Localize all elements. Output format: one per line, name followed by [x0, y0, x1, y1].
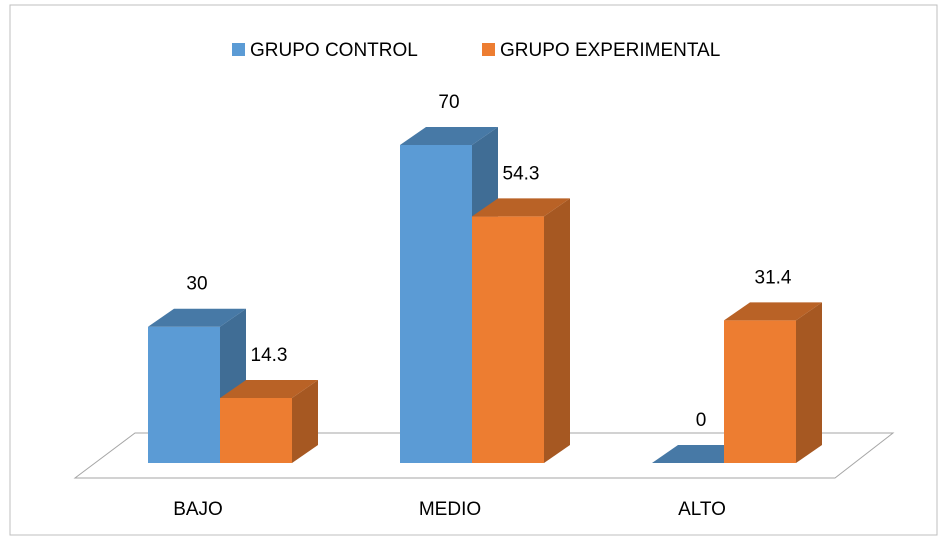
bar-front	[148, 326, 220, 463]
value-label: 70	[438, 92, 459, 113]
bar	[220, 380, 318, 463]
legend-label: GRUPO CONTROL	[250, 40, 418, 61]
value-label: 14.3	[251, 345, 288, 366]
legend-swatch	[482, 43, 495, 56]
bar-front	[724, 320, 796, 463]
bar	[472, 198, 570, 463]
bar-side	[292, 380, 318, 463]
value-label: 0	[696, 410, 707, 431]
bar-front	[400, 145, 472, 463]
bar-top	[472, 198, 570, 217]
x-tick-label: ALTO	[678, 499, 726, 520]
bar-front	[220, 398, 292, 463]
bar-top	[400, 127, 498, 145]
bar-side	[796, 302, 822, 463]
bar-top	[724, 302, 822, 321]
value-label: 30	[186, 274, 207, 295]
bar-top	[148, 308, 246, 327]
bar-front	[472, 216, 544, 463]
legend-label: GRUPO EXPERIMENTAL	[500, 40, 720, 61]
bar-side	[544, 198, 570, 463]
legend-swatch	[232, 43, 245, 56]
bar-top	[220, 380, 318, 399]
x-tick-label: BAJO	[173, 499, 223, 520]
value-label: 54.3	[503, 163, 540, 184]
x-tick-label: MEDIO	[419, 499, 481, 520]
bar	[724, 302, 822, 463]
value-label: 31.4	[755, 267, 792, 288]
